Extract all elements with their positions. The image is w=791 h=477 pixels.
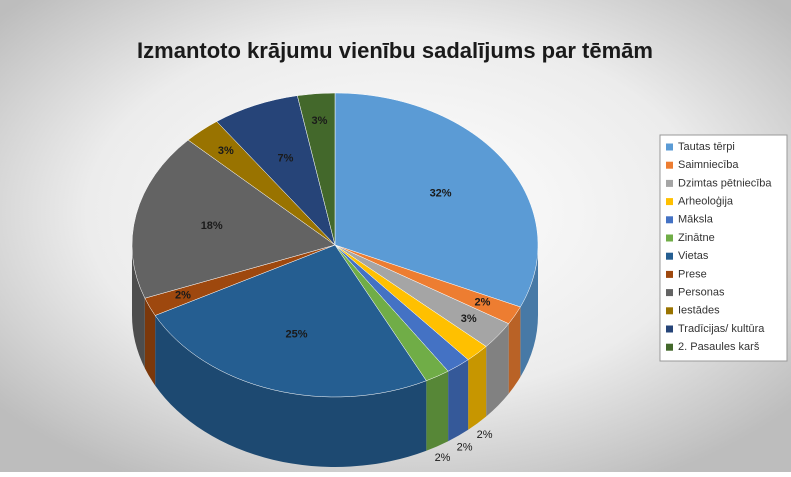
legend-label: Dzimtas pētniecība	[678, 177, 772, 189]
legend-swatch	[666, 216, 673, 224]
data-label: 18%	[201, 220, 223, 232]
legend-swatch	[666, 234, 673, 242]
data-label: 7%	[278, 152, 294, 164]
slice-side	[520, 245, 538, 377]
legend-label: Arheoloģija	[678, 195, 734, 208]
slice-side	[426, 371, 449, 451]
slice	[297, 92, 336, 246]
data-label: 3%	[218, 145, 234, 157]
legend-swatch	[666, 252, 673, 260]
slice-side	[508, 306, 521, 394]
slice-side	[468, 346, 487, 430]
legend-label: Māksla	[678, 214, 714, 226]
slice-side	[155, 315, 427, 467]
legend-swatch	[666, 325, 673, 333]
legend-swatch	[666, 343, 673, 351]
legend	[659, 134, 788, 362]
slice-side	[132, 245, 145, 369]
legend-swatch	[666, 307, 673, 315]
legend-label: Vietas	[678, 250, 709, 262]
data-label: 3%	[312, 115, 328, 127]
slice	[154, 244, 427, 398]
slice-side	[486, 323, 509, 417]
legend-swatch	[666, 179, 673, 187]
legend-label: Prese	[678, 268, 707, 280]
chart-title: Izmantoto krājumu vienību sadalījums par…	[137, 38, 653, 63]
data-label: 25%	[285, 329, 307, 341]
slice	[131, 139, 336, 299]
data-label: 2%	[175, 290, 191, 302]
data-label: 2%	[435, 452, 451, 464]
slice	[334, 92, 539, 308]
legend-label: Saimniecība	[678, 159, 739, 171]
legend-swatch	[666, 289, 673, 297]
legend-label: Personas	[678, 287, 725, 299]
legend-label: Tautas tērpi	[678, 141, 735, 153]
data-label: 3%	[461, 313, 477, 325]
data-label: 2%	[475, 297, 491, 309]
data-label: 2%	[477, 429, 493, 441]
legend-label: Tradīcijas/ kultūra	[678, 323, 765, 335]
legend-label: Zinātne	[678, 232, 715, 244]
legend-swatch	[666, 270, 673, 278]
slice-side	[144, 298, 156, 386]
data-label: 2%	[457, 442, 473, 454]
legend-label: Iestādes	[678, 305, 720, 317]
legend-swatch	[666, 198, 673, 206]
legend-label: 2. Pasaules karš	[678, 341, 760, 353]
data-label: 32%	[430, 188, 452, 200]
legend-swatch	[666, 161, 673, 169]
legend-swatch	[666, 143, 673, 151]
slice-side	[448, 359, 469, 442]
